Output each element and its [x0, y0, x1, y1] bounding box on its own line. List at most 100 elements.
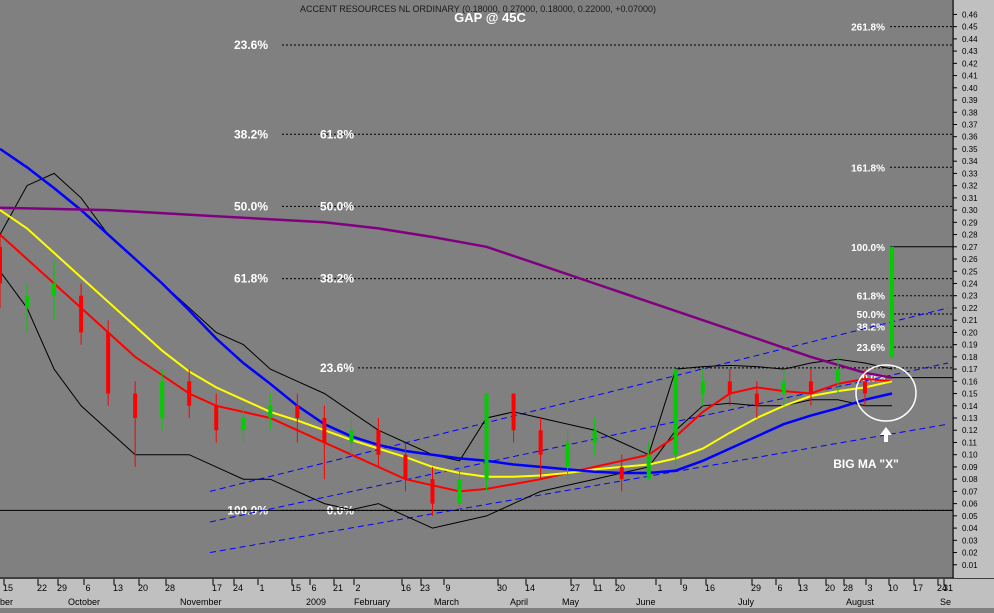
candle-body [890, 246, 894, 357]
candle-body [457, 479, 462, 504]
series-line-bollinger-lower [0, 271, 892, 529]
y-tick-label: 0.33 [962, 169, 978, 178]
y-tick-label: 0.08 [962, 475, 978, 484]
ma-crossover-circle [855, 364, 917, 422]
y-tick-label: 0.38 [962, 108, 978, 117]
candle-body [862, 381, 867, 394]
y-tick-label: 0.20 [962, 328, 978, 337]
y-tick-label: 0.45 [962, 23, 978, 32]
x-day-label: 22 [37, 583, 47, 593]
candle [241, 405, 246, 443]
y-tick-label: 0.21 [962, 316, 978, 325]
candle [781, 369, 786, 406]
series-line-ma-very-long [0, 206, 893, 379]
candle [673, 369, 678, 467]
x-day-label: 20 [615, 583, 625, 593]
y-tick-label: 0.03 [962, 536, 978, 545]
indicator-lines [0, 147, 893, 529]
x-day-label: 13 [798, 583, 808, 593]
x-day-label: 16 [401, 583, 411, 593]
candle-body [673, 369, 678, 455]
y-tick-label: 0.25 [962, 267, 978, 276]
y-tick-label: 0.19 [962, 341, 978, 350]
candle-body [160, 381, 165, 419]
x-day-label: 17 [913, 583, 923, 593]
x-day-label: 28 [843, 583, 853, 593]
y-tick-label: 0.07 [962, 487, 978, 496]
candle-body [511, 393, 516, 431]
x-day-label: 3 [867, 583, 872, 593]
candle [25, 283, 30, 333]
candle [565, 430, 570, 480]
fib-extension-label: 261.8% [851, 23, 885, 34]
candle [619, 454, 624, 492]
candle-body [52, 283, 57, 296]
trend-channel-line [209, 307, 949, 492]
y-tick-label: 0.17 [962, 365, 978, 374]
x-month-label: March [434, 597, 459, 607]
candle [160, 369, 165, 431]
y-tick-label: 0.35 [962, 145, 978, 154]
chart-title: ACCENT RESOURCES NL ORDINARY (0.18000, 0… [300, 4, 656, 14]
y-tick-label: 0.11 [962, 438, 978, 447]
x-month-label: April [510, 597, 528, 607]
candle-body [808, 381, 813, 394]
fibonacci-levels: 23.6% 38.2% 61.8% 50.0% 50.0% 61.8% 38.2% 23.6%… [0, 23, 953, 517]
y-tick-label: 0.22 [962, 304, 978, 313]
x-day-label: 9 [445, 583, 450, 593]
x-month-label: July [738, 597, 755, 607]
candle [0, 234, 2, 308]
trend-channel-line [209, 423, 949, 554]
series-line-ma-long [0, 147, 893, 475]
candle [862, 369, 867, 406]
candle [484, 393, 489, 492]
candle [268, 393, 273, 431]
candlesticks [0, 234, 894, 516]
candle [430, 466, 435, 516]
candle-body [754, 393, 759, 406]
candle [808, 369, 813, 406]
x-day-label: 20 [825, 583, 835, 593]
candle-body [106, 332, 111, 394]
candle [890, 246, 894, 357]
candle-body [0, 246, 2, 284]
y-tick-label: 0.18 [962, 353, 978, 362]
x-day-label: 2 [355, 583, 360, 593]
x-day-label: 17 [212, 583, 222, 593]
x-month-label: ber [0, 597, 13, 607]
y-tick-label: 0.37 [962, 120, 978, 129]
candle [349, 418, 354, 455]
x-day-label: 6 [311, 583, 316, 593]
y-tick-label: 0.14 [962, 402, 978, 411]
y-tick-label: 0.26 [962, 255, 978, 264]
y-tick-label: 0.12 [962, 426, 978, 435]
x-day-label: 10 [888, 583, 898, 593]
y-tick-label: 0.01 [962, 561, 978, 570]
candle-body [25, 295, 30, 308]
candle-body [133, 393, 138, 419]
x-day-label: 20 [138, 583, 148, 593]
x-day-label: 1 [259, 583, 264, 593]
y-tick-label: 0.09 [962, 463, 978, 472]
x-month-label: May [562, 597, 580, 607]
candle-body [403, 454, 408, 480]
candle-body [781, 381, 786, 394]
x-month-label: 2009 [306, 597, 326, 607]
y-tick-label: 0.31 [962, 194, 978, 203]
x-month-label: June [636, 597, 656, 607]
trend-channel-line [209, 362, 949, 523]
fib-extension-label: 100.0% [851, 243, 885, 254]
candle-body [484, 393, 489, 480]
candle [322, 405, 327, 480]
y-tick-label: 0.42 [962, 59, 978, 68]
candle [106, 320, 111, 406]
candle-body [619, 466, 624, 480]
y-tick-label: 0.28 [962, 231, 978, 240]
x-month-label: February [354, 597, 391, 607]
y-tick-label: 0.43 [962, 47, 978, 56]
fib-label-b: 38.2% [320, 272, 354, 286]
fib-extension-label: 23.6% [857, 343, 885, 354]
